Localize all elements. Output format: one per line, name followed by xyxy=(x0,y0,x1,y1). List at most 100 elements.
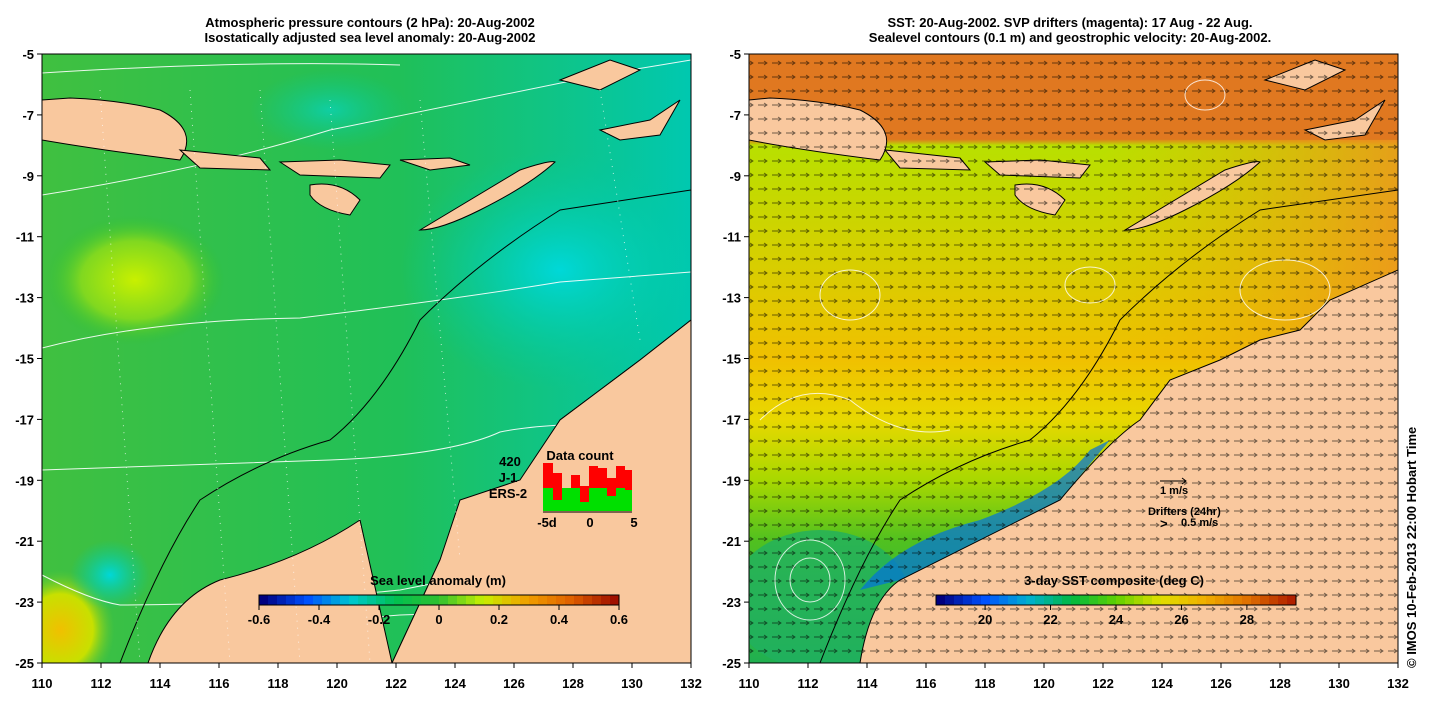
x-tick-label: 126 xyxy=(1210,676,1232,691)
colorbar-cell xyxy=(1224,595,1234,605)
colorbar-cell xyxy=(421,595,431,605)
x-tick-label: 128 xyxy=(1269,676,1291,691)
y-tick-label: -13 xyxy=(15,291,34,306)
count-bar xyxy=(625,490,632,511)
data-count-axis-start: -5d xyxy=(537,515,557,530)
colorbar-tick-label: 26 xyxy=(1174,612,1188,627)
colorbar-tick-label: 0.6 xyxy=(610,612,628,627)
colorbar-cell xyxy=(583,595,593,605)
y-tick-label: -15 xyxy=(15,352,34,367)
y-tick-label: -19 xyxy=(722,473,741,488)
colorbar-tick-label: 20 xyxy=(978,612,992,627)
velocity-legend: 1 m/s Drifters (24hr) > 0.5 m/s xyxy=(1148,477,1221,531)
colorbar-cell xyxy=(1170,595,1180,605)
colorbar-tick-label: -0.6 xyxy=(248,612,270,627)
y-tick-label: -9 xyxy=(729,169,741,184)
colorbar-cell xyxy=(954,595,964,605)
timor-island xyxy=(418,161,556,231)
x-tick-label: 128 xyxy=(562,676,584,691)
sla-high-anomaly xyxy=(45,215,225,345)
colorbar-cell xyxy=(945,595,955,605)
count-bar xyxy=(589,488,598,511)
colorbar-cell xyxy=(547,595,557,605)
left-title-line2: Isostatically adjusted sea level anomaly… xyxy=(204,30,536,45)
colorbar-cell xyxy=(1233,595,1243,605)
sumba-island xyxy=(309,183,361,216)
colorbar-cell xyxy=(511,595,521,605)
colorbar-cell xyxy=(1089,595,1099,605)
drifter-speed-label: 0.5 m/s xyxy=(1181,517,1218,529)
colorbar-cell xyxy=(286,595,296,605)
tanimbar-islands xyxy=(598,99,681,141)
right-title-line2: Sealevel contours (0.1 m) and geostrophi… xyxy=(868,30,1272,45)
australia-mainland xyxy=(391,319,691,663)
count-bar xyxy=(580,486,589,511)
data-count-bars xyxy=(543,463,632,513)
sst-colorbar-title: 3-day SST composite (deg C) xyxy=(1024,573,1204,588)
colorbar-cell xyxy=(448,595,458,605)
left-title-line1: Atmospheric pressure contours (2 hPa): 2… xyxy=(205,15,535,30)
data-count-title: Data count xyxy=(546,448,614,463)
x-tick-label: 110 xyxy=(739,676,760,691)
sumbawa-flores xyxy=(278,159,391,179)
colorbar-cell xyxy=(1026,595,1036,605)
y-tick-label: -7 xyxy=(22,108,34,123)
x-tick-label: 118 xyxy=(975,676,996,691)
count-bar xyxy=(543,488,553,511)
y-tick-label: -5 xyxy=(22,47,34,62)
y-tick-label: -5 xyxy=(729,47,741,62)
colorbar-cell xyxy=(1161,595,1171,605)
sealevel-contours xyxy=(759,79,1331,621)
x-tick-label: 122 xyxy=(385,676,407,691)
x-tick-label: 120 xyxy=(326,676,348,691)
colorbar-cell xyxy=(493,595,503,605)
colorbar-cell xyxy=(1188,595,1198,605)
colorbar-cell xyxy=(340,595,350,605)
count-bar xyxy=(607,478,616,511)
colorbar-cell xyxy=(592,595,602,605)
x-tick-label: 116 xyxy=(916,676,937,691)
y-tick-label: -21 xyxy=(15,534,34,549)
left-title: Atmospheric pressure contours (2 hPa): 2… xyxy=(30,15,710,45)
x-tick-label: 120 xyxy=(1033,676,1055,691)
colorbar-cell xyxy=(484,595,494,605)
colorbar-cell xyxy=(1278,595,1288,605)
colorbar-cell xyxy=(574,595,584,605)
x-tick-label: 114 xyxy=(150,676,172,691)
x-tick-label: 130 xyxy=(1328,676,1350,691)
y-tick-label: -19 xyxy=(15,473,34,488)
y-tick-label: -9 xyxy=(22,169,34,184)
colorbar-cell xyxy=(259,595,269,605)
colorbar-cell xyxy=(1098,595,1108,605)
colorbar-tick-label: 24 xyxy=(1109,612,1124,627)
colorbar-cell xyxy=(972,595,982,605)
y-tick-label: -25 xyxy=(15,656,34,671)
colorbar-cell xyxy=(1143,595,1153,605)
x-tick-label: 132 xyxy=(680,676,702,691)
colorbar-cell xyxy=(556,595,566,605)
colorbar-cell xyxy=(1035,595,1045,605)
colorbar-cell xyxy=(1107,595,1117,605)
left-map xyxy=(42,54,691,663)
count-bar xyxy=(553,500,562,511)
colorbar-cell xyxy=(601,595,611,605)
satellite-tracks xyxy=(99,89,641,663)
right-title: SST: 20-Aug-2002. SVP drifters (magenta)… xyxy=(730,15,1410,45)
sla-colorbar-title: Sea level anomaly (m) xyxy=(370,573,506,588)
colorbar-cell xyxy=(403,595,413,605)
colorbar-cell xyxy=(1017,595,1027,605)
y-tick-label: -11 xyxy=(16,230,34,245)
bali-lombok xyxy=(178,149,272,171)
colorbar-tick-label: 28 xyxy=(1240,612,1254,627)
colorbar-cell xyxy=(430,595,440,605)
colorbar-cell xyxy=(466,595,476,605)
colorbar-cell xyxy=(1287,595,1297,605)
data-count-inset: 420 J-1 ERS-2 Data count -5 xyxy=(489,448,638,530)
count-bar xyxy=(571,488,580,511)
colorbar-cell xyxy=(457,595,467,605)
colorbar-tick-label: 0 xyxy=(435,612,442,627)
colorbar-cell xyxy=(313,595,323,605)
bathymetry-contour xyxy=(119,189,691,663)
x-tick-label: 124 xyxy=(1151,676,1173,691)
colorbar-cell xyxy=(304,595,314,605)
